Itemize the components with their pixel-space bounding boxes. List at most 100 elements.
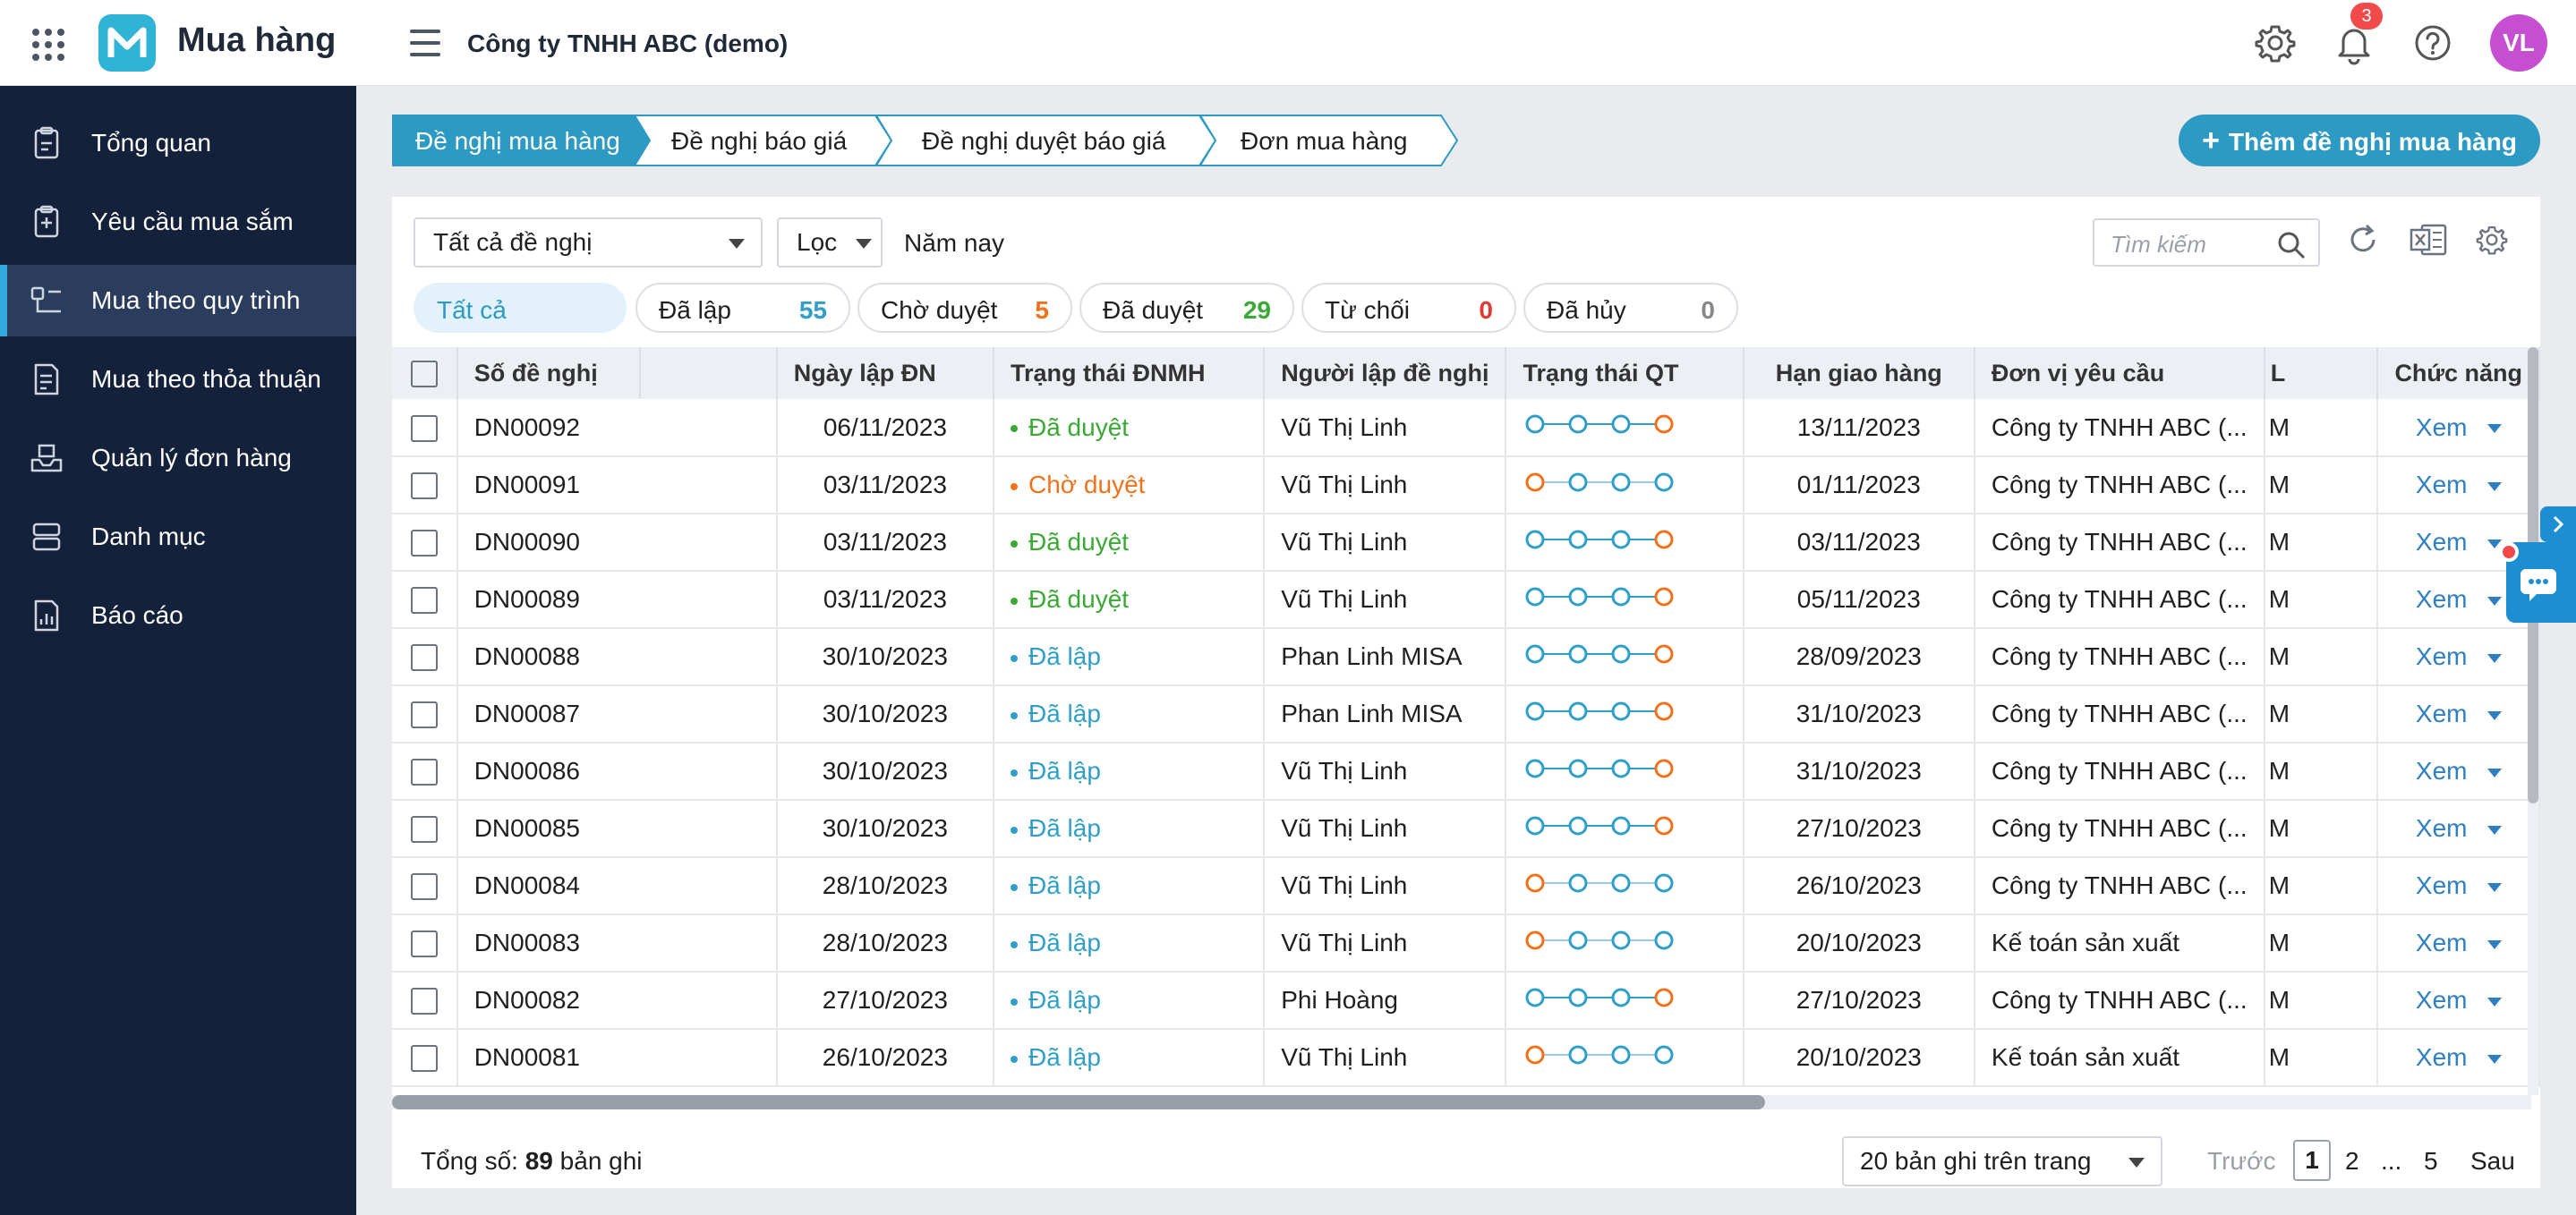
view-button[interactable]: Xem <box>2415 471 2468 498</box>
chevron-down-icon[interactable] <box>2486 539 2502 548</box>
chevron-down-icon[interactable] <box>2486 768 2502 777</box>
view-button[interactable]: Xem <box>2415 1043 2468 1071</box>
view-button[interactable]: Xem <box>2415 700 2468 727</box>
cell-so-de-nghi[interactable]: DN00089 <box>456 571 778 629</box>
sidebar-item-mua-theo-thoa-thuan[interactable]: Mua theo thỏa thuận <box>0 344 356 415</box>
view-button[interactable]: Xem <box>2415 757 2468 785</box>
col-trang-thai-qt[interactable]: Trạng thái QT <box>1506 347 1744 399</box>
col-don-vi-yeu-cau[interactable]: Đơn vị yêu cầu <box>1974 347 2265 399</box>
view-button[interactable]: Xem <box>2415 814 2468 842</box>
row-checkbox[interactable] <box>410 701 438 729</box>
row-checkbox[interactable] <box>410 587 438 615</box>
page-size-select[interactable]: 20 bản ghi trên trang <box>1842 1136 2162 1186</box>
cell-so-de-nghi[interactable]: DN00091 <box>456 456 778 514</box>
request-type-select[interactable]: Tất cả đề nghị <box>414 217 763 268</box>
pill-cho-duyet[interactable]: Chờ duyệt 5 <box>857 283 1072 333</box>
filter-select[interactable]: Lọc <box>777 217 883 268</box>
chevron-down-icon[interactable] <box>2486 481 2502 491</box>
pill-tat-ca[interactable]: Tất cả <box>414 283 627 333</box>
pill-da-lap[interactable]: Đã lập 55 <box>635 283 850 333</box>
horizontal-scrollbar[interactable] <box>392 1095 2531 1109</box>
chevron-down-icon[interactable] <box>2486 882 2502 892</box>
table-row[interactable]: DN00087 30/10/2023 Đã lập Phan Linh MISA 31/… <box>392 685 2540 743</box>
table-row[interactable]: DN00082 27/10/2023 Đã lập Phi Hoàng 27/10/20… <box>392 972 2540 1030</box>
col-ngay-lap[interactable]: Ngày lập ĐN <box>776 347 994 399</box>
table-row[interactable]: DN00092 06/11/2023 Đã duyệt Vũ Thị Linh 13/1… <box>392 399 2540 457</box>
select-all-checkbox[interactable] <box>410 360 438 387</box>
row-checkbox[interactable] <box>410 816 438 844</box>
cell-so-de-nghi[interactable]: DN00092 <box>456 399 778 457</box>
row-checkbox[interactable] <box>410 472 438 500</box>
chevron-down-icon[interactable] <box>2486 424 2502 434</box>
notification-bell-icon[interactable] <box>2331 20 2377 66</box>
table-row[interactable]: DN00089 03/11/2023 Đã duyệt Vũ Thị Linh 05/1… <box>392 571 2540 629</box>
col-han-giao-hang[interactable]: Hạn giao hàng <box>1743 347 1975 399</box>
cell-so-de-nghi[interactable]: DN00083 <box>456 914 778 973</box>
help-icon[interactable] <box>2410 20 2456 66</box>
col-trang-thai-dnmh[interactable]: Trạng thái ĐNMH <box>993 347 1266 399</box>
col-nguoi-lap[interactable]: Người lập đề nghị <box>1264 347 1507 399</box>
page-1-button[interactable]: 1 <box>2293 1140 2331 1181</box>
search-input[interactable]: Tìm kiếm <box>2093 218 2320 267</box>
cell-so-de-nghi[interactable]: DN00088 <box>456 628 778 686</box>
view-button[interactable]: Xem <box>2415 929 2468 956</box>
page-5-button[interactable]: 5 <box>2424 1147 2438 1175</box>
pill-da-duyet[interactable]: Đã duyệt 29 <box>1079 283 1294 333</box>
sidebar-item-mua-theo-quy-trinh[interactable]: Mua theo quy trình <box>0 265 356 336</box>
next-page-button[interactable]: Sau <box>2470 1147 2515 1175</box>
view-button[interactable]: Xem <box>2415 642 2468 670</box>
chevron-down-icon[interactable] <box>2486 710 2502 720</box>
company-name[interactable]: Công ty TNHH ABC (demo) <box>467 30 789 57</box>
row-checkbox[interactable] <box>410 759 438 786</box>
vertical-scrollbar[interactable] <box>2528 347 2538 1095</box>
refresh-icon[interactable] <box>2345 222 2381 258</box>
row-checkbox[interactable] <box>410 414 438 442</box>
sidebar-item-bao-cao[interactable]: Báo cáo <box>0 580 356 651</box>
prev-page-button[interactable]: Trước <box>2207 1147 2276 1175</box>
chevron-down-icon[interactable] <box>2486 825 2502 835</box>
sidebar-item-danh-muc[interactable]: Danh mục <box>0 501 356 573</box>
view-button[interactable]: Xem <box>2415 871 2468 899</box>
horizontal-scroll-thumb[interactable] <box>392 1095 1765 1109</box>
add-purchase-request-button[interactable]: + Thêm đề nghị mua hàng <box>2179 115 2540 166</box>
user-avatar[interactable]: VL <box>2490 14 2547 72</box>
page-2-button[interactable]: 2 <box>2345 1147 2359 1175</box>
search-icon[interactable] <box>2277 231 2306 259</box>
col-l[interactable]: L <box>2264 347 2379 399</box>
pill-tu-choi[interactable]: Từ chối 0 <box>1301 283 1516 333</box>
table-settings-icon[interactable] <box>2474 222 2510 258</box>
view-button[interactable]: Xem <box>2415 528 2468 556</box>
collapse-panel-button[interactable] <box>2540 506 2576 542</box>
sidebar-item-quan-ly-don-hang[interactable]: Quản lý đơn hàng <box>0 422 356 494</box>
sidebar-item-yeu-cau-mua-sam[interactable]: Yêu cầu mua sắm <box>0 186 356 258</box>
row-checkbox[interactable] <box>410 988 438 1015</box>
period-label[interactable]: Năm nay <box>904 229 1005 257</box>
table-row[interactable]: DN00081 26/10/2023 Đã lập Vũ Thị Linh 20/10/… <box>392 1029 2540 1087</box>
chevron-down-icon[interactable] <box>2486 997 2502 1007</box>
row-checkbox[interactable] <box>410 644 438 672</box>
view-button[interactable]: Xem <box>2415 986 2468 1014</box>
apps-grid-icon[interactable] <box>32 29 64 61</box>
cell-so-de-nghi[interactable]: DN00081 <box>456 1029 778 1087</box>
cell-so-de-nghi[interactable]: DN00084 <box>456 857 778 915</box>
row-checkbox[interactable] <box>410 873 438 901</box>
table-row[interactable]: DN00086 30/10/2023 Đã lập Vũ Thị Linh 31/10/… <box>392 743 2540 801</box>
pill-da-huy[interactable]: Đã hủy 0 <box>1523 283 1738 333</box>
excel-export-icon[interactable] <box>2410 222 2449 258</box>
table-row[interactable]: DN00090 03/11/2023 Đã duyệt Vũ Thị Linh 03/1… <box>392 514 2540 572</box>
cell-so-de-nghi[interactable]: DN00090 <box>456 514 778 572</box>
cell-so-de-nghi[interactable]: DN00085 <box>456 800 778 858</box>
table-row[interactable]: DN00088 30/10/2023 Đã lập Phan Linh MISA 28/… <box>392 628 2540 686</box>
view-button[interactable]: Xem <box>2415 585 2468 613</box>
chevron-down-icon[interactable] <box>2486 1054 2502 1064</box>
chevron-down-icon[interactable] <box>2486 939 2502 949</box>
table-row[interactable]: DN00091 03/11/2023 Chờ duyệt Vũ Thị Linh 01/… <box>392 456 2540 514</box>
col-so-de-nghi[interactable]: Số đề nghị <box>456 347 641 399</box>
settings-gear-icon[interactable] <box>2252 20 2299 66</box>
view-button[interactable]: Xem <box>2415 412 2468 441</box>
chevron-down-icon[interactable] <box>2486 596 2502 606</box>
menu-toggle-icon[interactable] <box>410 30 440 56</box>
sidebar-item-tong-quan[interactable]: Tổng quan <box>0 107 356 179</box>
row-checkbox[interactable] <box>410 530 438 557</box>
table-row[interactable]: DN00083 28/10/2023 Đã lập Vũ Thị Linh 20/10/… <box>392 914 2540 973</box>
